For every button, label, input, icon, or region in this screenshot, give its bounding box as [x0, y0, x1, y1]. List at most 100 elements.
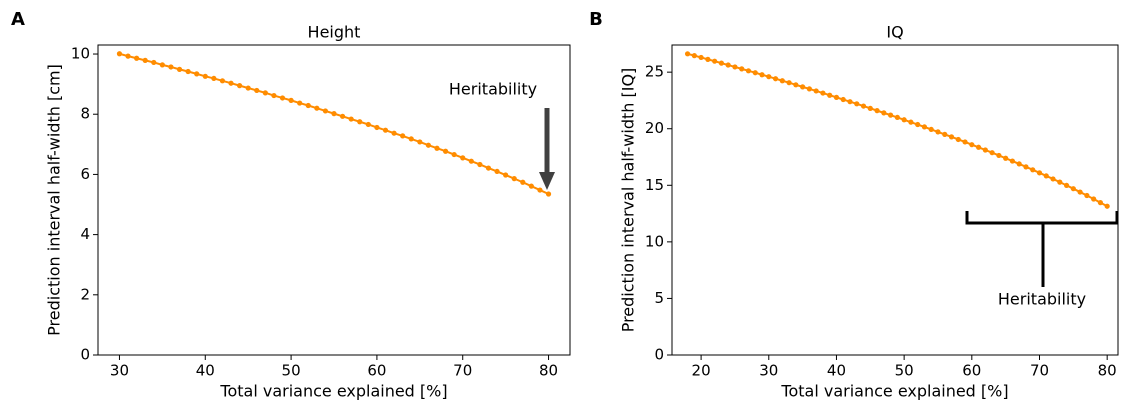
data-point: [793, 82, 799, 88]
y-tick-label: 10: [71, 45, 90, 63]
data-point: [759, 72, 765, 78]
data-point: [348, 116, 354, 122]
x-tick-label: 70: [453, 362, 472, 380]
data-point: [468, 158, 474, 164]
y-tick-label: 6: [80, 165, 90, 183]
x-tick-label: 60: [367, 362, 386, 380]
data-point: [975, 144, 982, 150]
data-point: [725, 62, 731, 68]
data-point: [874, 108, 880, 114]
data-point: [847, 99, 853, 105]
data-point: [237, 83, 243, 89]
data-point: [434, 145, 440, 151]
data-line: [687, 52, 1108, 208]
y-tick-label: 10: [645, 232, 664, 250]
data-point: [1084, 192, 1090, 199]
data-point: [1036, 170, 1043, 176]
data-point: [854, 101, 860, 107]
data-point: [545, 191, 552, 197]
data-point: [374, 124, 380, 131]
x-tick-label: 30: [110, 362, 129, 380]
data-point: [537, 187, 543, 193]
data-point: [159, 62, 165, 68]
data-point: [718, 60, 725, 66]
chart-title: IQ: [886, 23, 903, 42]
data-point: [786, 80, 792, 86]
panel-label: A: [11, 9, 25, 30]
data-point: [1077, 189, 1083, 195]
data-point: [698, 54, 704, 61]
data-point: [827, 92, 833, 98]
data-point: [357, 119, 363, 125]
data-point: [806, 86, 812, 92]
y-tick-label: 0: [80, 346, 90, 364]
data-point: [245, 85, 251, 91]
data-point: [948, 134, 955, 140]
y-tick-label: 5: [654, 289, 664, 307]
arrow-head: [539, 172, 555, 190]
y-tick-label: 25: [645, 63, 664, 81]
data-point: [888, 112, 894, 118]
data-point: [520, 179, 526, 185]
data-point: [485, 165, 492, 171]
data-point: [1050, 176, 1056, 182]
bracket: [965, 211, 1119, 287]
data-point: [142, 57, 148, 63]
x-tick-label: 60: [962, 362, 981, 380]
data-point: [297, 100, 303, 106]
y-tick-label: 2: [80, 285, 90, 303]
x-tick-label: 40: [827, 362, 846, 380]
data-point: [712, 58, 718, 64]
data-point: [442, 148, 449, 154]
data-point: [921, 124, 928, 130]
data-point: [928, 126, 934, 133]
data-point: [1030, 167, 1036, 173]
x-tick-label: 20: [692, 362, 711, 380]
data-point: [382, 127, 389, 133]
data-point: [1057, 179, 1063, 185]
data-point: [1063, 182, 1070, 189]
data-point: [813, 88, 819, 94]
data-point: [408, 136, 414, 142]
data-point: [176, 66, 183, 72]
data-point: [752, 70, 758, 76]
data-point: [503, 172, 509, 178]
annotation: Heritability: [449, 80, 537, 99]
data-point: [860, 103, 867, 109]
x-axis-label: Total variance explained [%]: [219, 382, 447, 401]
data-point: [800, 84, 806, 90]
data-point: [772, 76, 779, 82]
data-point: [125, 53, 131, 59]
data-point: [820, 90, 826, 96]
y-tick-label: 8: [80, 105, 90, 123]
plot-frame: [671, 44, 1119, 356]
data-point: [219, 78, 226, 84]
data-point: [134, 55, 140, 61]
data-point: [989, 150, 995, 156]
x-tick-label: 70: [1030, 362, 1049, 380]
data-point: [417, 139, 423, 145]
data-point: [194, 71, 200, 77]
data-point: [705, 56, 711, 62]
data-point: [254, 87, 260, 94]
data-point: [425, 142, 431, 148]
data-point: [982, 147, 988, 153]
data-point: [202, 73, 208, 79]
data-point: [1104, 203, 1110, 209]
data-point: [996, 152, 1002, 159]
data-point: [314, 105, 320, 111]
data-point: [1097, 200, 1104, 206]
data-point: [528, 183, 534, 189]
data-point: [477, 161, 483, 168]
data-point: [460, 155, 466, 161]
data-point: [1043, 173, 1049, 179]
y-tick-label: 20: [645, 119, 664, 137]
data-point: [228, 80, 234, 86]
annotation: Heritability: [998, 290, 1086, 309]
data-point: [684, 51, 691, 57]
chart-title: Height: [308, 23, 361, 42]
data-point: [511, 176, 517, 182]
data-point: [894, 114, 900, 121]
data-point: [779, 78, 785, 84]
data-point: [969, 142, 975, 148]
